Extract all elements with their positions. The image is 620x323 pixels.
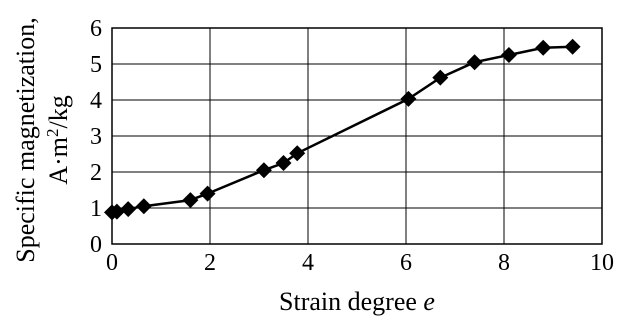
data-point: [182, 192, 199, 209]
y-tick-label: 0: [90, 232, 102, 258]
y-tick-label: 4: [90, 88, 102, 114]
data-point: [275, 155, 292, 171]
x-tick-label: 10: [590, 250, 614, 276]
series: [104, 38, 581, 221]
data-point: [564, 38, 581, 55]
data-point: [466, 54, 483, 71]
data-point: [432, 69, 449, 86]
data-point: [199, 185, 216, 202]
y-tick-label: 2: [90, 160, 102, 186]
y-tick-label: 6: [90, 16, 102, 42]
data-point: [289, 145, 306, 162]
y-tick-label: 1: [90, 196, 102, 222]
data-point: [500, 47, 517, 63]
y-axis-title-line1: Specific magnetization,: [11, 17, 40, 262]
data-point: [535, 39, 552, 56]
tick-labels: 0 2 4 6 8 10 0 1 2 3 4 5 6: [90, 16, 614, 276]
y-tick-label: 5: [90, 52, 102, 78]
data-point: [108, 203, 125, 220]
data-point: [255, 162, 272, 179]
x-tick-label: 8: [498, 250, 510, 276]
data-point: [135, 198, 152, 215]
x-tick-label: 2: [204, 250, 216, 276]
x-tick-label: 4: [302, 250, 314, 276]
y-tick-label: 3: [90, 124, 102, 150]
plot-frame: [111, 27, 603, 245]
x-tick-label: 6: [400, 250, 412, 276]
x-tick-label: 0: [106, 250, 118, 276]
data-point: [400, 90, 417, 107]
x-axis-title: Strain degree e: [279, 287, 435, 316]
grid: [111, 27, 603, 245]
data-point: [120, 201, 137, 218]
y-axis-title-line2: A·m2/kg: [43, 95, 74, 184]
